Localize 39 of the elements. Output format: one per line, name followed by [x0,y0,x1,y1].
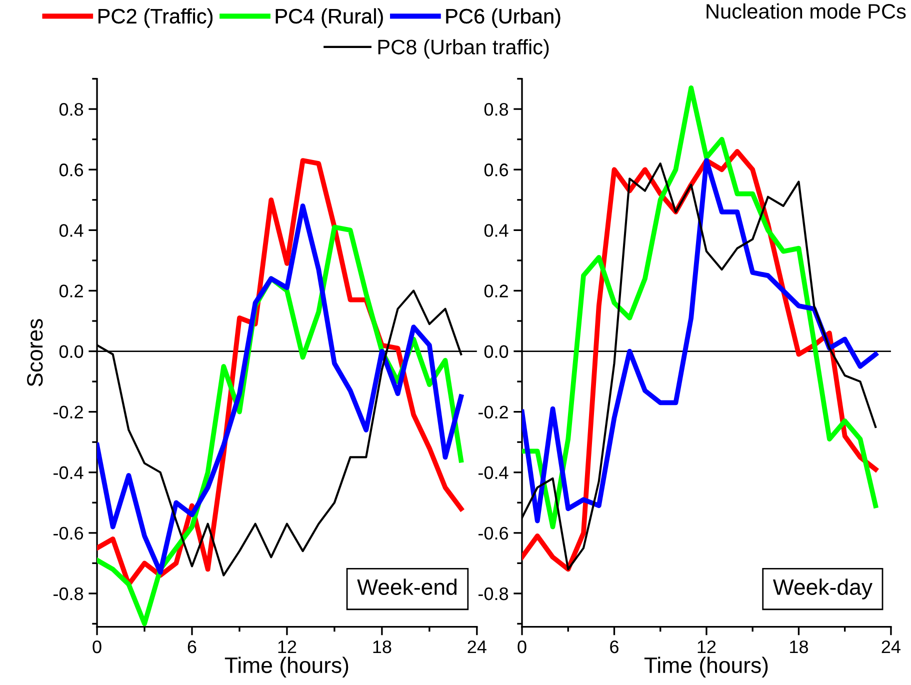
y-tick-label: -0.2 [478,406,508,419]
x-tick-label: 0 [92,640,102,654]
y-tick-label: -0.8 [54,587,84,600]
y-axis-title: Scores [27,318,43,386]
legend-label: PC2 (Traffic) [98,8,212,28]
x-axis-title: Time (hours) [224,656,348,678]
y-tick-label: 0.0 [59,345,84,358]
line-series [522,85,878,530]
y-tick-label: -0.2 [54,406,83,419]
x-tick-label: 18 [790,640,808,654]
y-tick-label: 0.6 [59,164,84,176]
legend-label: PC8 (Urban traffic) [378,39,549,59]
x-tick-label: 12 [278,640,296,654]
x-tick-label: 6 [610,640,618,654]
x-tick-label: 24 [882,640,900,654]
x-tick-label: 6 [188,640,196,654]
y-tick-label: -0.6 [478,526,508,540]
x-tick-label: 0 [518,640,526,654]
y-tick-label: -0.6 [54,526,84,540]
y-tick-label: 0.4 [59,224,84,237]
y-tick-label: 0.0 [484,345,508,358]
y-tick-label: 0.2 [484,284,508,298]
x-tick-label: 12 [698,640,716,654]
y-tick-label: -0.4 [54,466,84,480]
annotation: Week-day [772,578,872,600]
legend-title: Nucleation mode PCs [706,3,906,19]
x-axis-title: Time (hours) [644,656,768,678]
y-tick-label: 0.6 [484,164,508,176]
y-tick-label: 0.2 [59,284,83,298]
y-tick-label: -0.8 [478,587,508,600]
x-tick-label: 24 [468,640,486,654]
y-tick-label: -0.4 [478,466,508,480]
legend-label: PC6 (Urban) [446,8,560,28]
y-tick-label: 0.8 [59,102,84,116]
y-tick-label: 0.8 [484,102,508,116]
x-tick-label: 18 [373,640,392,654]
annotation: Week-end [357,578,456,595]
y-tick-label: 0.4 [484,224,508,237]
legend-label: PC4 (Rural) [276,8,383,28]
